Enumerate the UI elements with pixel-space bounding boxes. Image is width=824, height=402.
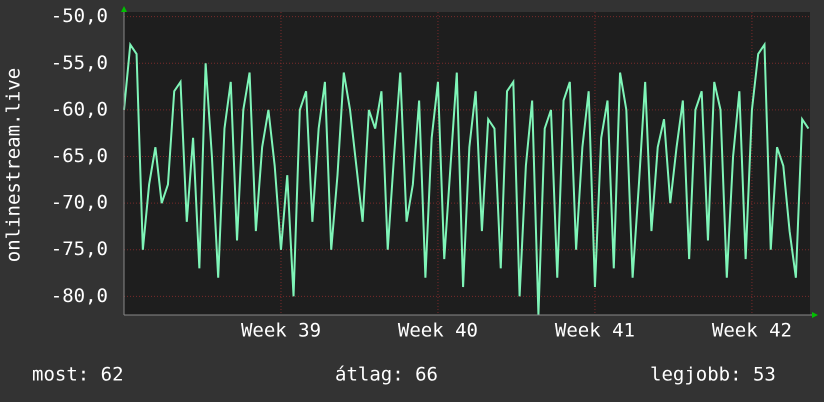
y-tick-label: -75,0 <box>51 238 108 260</box>
y-tick-label: -65,0 <box>51 145 108 167</box>
y-axis-label: onlinestream.live <box>3 68 25 262</box>
footer-text: legjobb: 53 <box>650 364 776 386</box>
plot-area <box>124 12 810 315</box>
y-tick-label: -55,0 <box>51 52 108 74</box>
x-arrow <box>812 312 818 318</box>
x-tick-label: Week 42 <box>712 320 792 342</box>
x-tick-label: Week 40 <box>398 320 478 342</box>
x-tick-label: Week 39 <box>241 320 321 342</box>
y-tick-label: -50,0 <box>51 5 108 27</box>
data-line <box>123 41 810 316</box>
marks <box>123 41 810 316</box>
y-tick-label: -60,0 <box>51 98 108 120</box>
footer-text: átlag: 66 <box>335 364 438 386</box>
y-tick-label: -80,0 <box>51 285 108 307</box>
y-tick-label: -70,0 <box>51 192 108 214</box>
y-arrow <box>121 6 127 12</box>
x-tick-label: Week 41 <box>555 320 635 342</box>
footer-text: most: 62 <box>32 364 124 386</box>
